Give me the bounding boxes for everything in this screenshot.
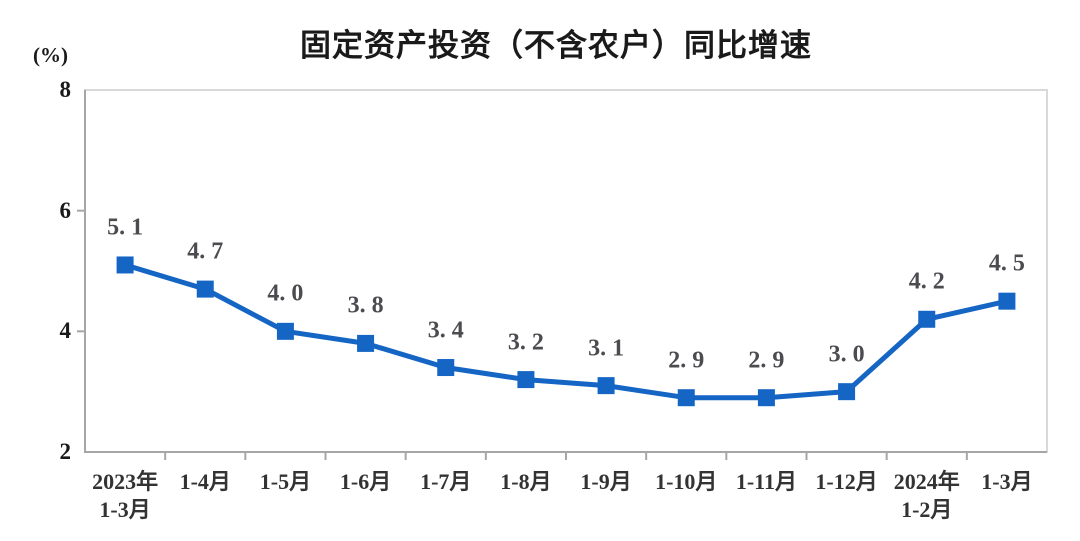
data-point-label: 2. 9 [748,347,785,374]
data-point-marker [757,389,775,407]
x-axis-tick-label: 1-8月 [500,469,552,494]
data-point-label: 3. 4 [427,317,464,344]
data-line [124,262,1008,401]
x-axis-tick-label: 1-12月 [815,469,878,494]
y-axis-tick-label: 4 [59,318,72,344]
data-point-marker [357,334,375,352]
x-axis-tick-label: 1-7月 [420,469,472,494]
data-point-marker [677,389,695,407]
chart-title: 固定资产投资（不含农户）同比增速 [300,28,812,63]
data-point-marker [838,383,856,401]
x-axis-tick-label: 1-10月 [655,469,718,494]
data-point-marker [116,256,134,274]
x-axis-tick-label: 2024年 1-2月 [893,469,960,522]
data-point-label: 5. 1 [107,214,144,241]
data-point-label: 3. 1 [588,335,625,362]
y-axis-tick-label: 6 [59,197,72,223]
data-point-label: 3. 0 [828,341,865,368]
y-axis-tick-label: 8 [59,77,72,102]
x-axis-tick-label: 2023年 1-3月 [92,469,159,522]
x-axis-tick-label: 1-3月 [981,469,1033,494]
x-axis-tick-label: 1-9月 [580,469,632,494]
data-point-label: 2. 9 [668,347,705,374]
data-point-label: 4. 7 [187,238,224,265]
x-axis-tick-label: 1-4月 [179,469,231,494]
x-axis-tick-label: 1-11月 [735,469,797,494]
plot-border [84,89,1048,453]
data-point-label: 4. 5 [988,250,1025,277]
data-point-label: 3. 2 [507,329,544,356]
data-point-marker [517,371,535,389]
x-axis-tick-label: 1-5月 [259,469,312,494]
data-point-label: 4. 2 [908,268,945,295]
data-point-marker [597,377,615,395]
x-axis-tick-label: 1-6月 [339,469,392,494]
data-point-marker [998,292,1016,310]
data-point-marker [276,322,294,340]
data-point-marker [196,280,214,298]
y-axis-unit-label: (%) [33,43,68,67]
data-point-label: 4. 0 [267,280,304,307]
data-point-label: 3. 8 [347,292,384,319]
data-point-marker [437,359,455,377]
data-point-marker [918,310,936,328]
y-axis-tick-label: 2 [59,439,72,464]
